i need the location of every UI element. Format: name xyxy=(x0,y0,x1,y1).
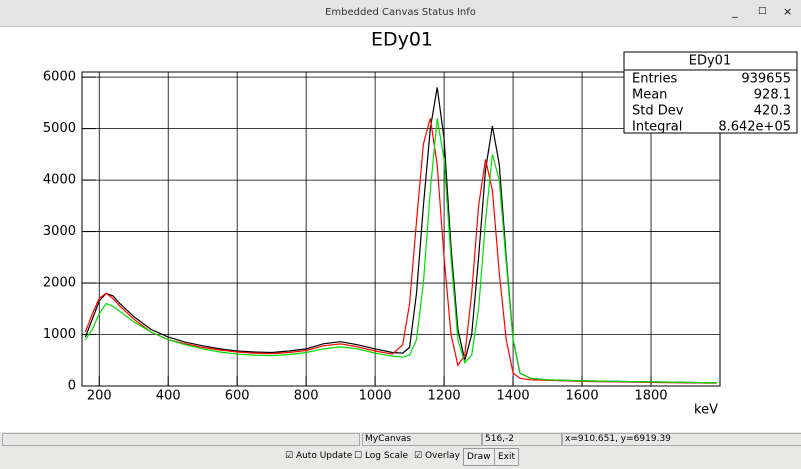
stats-key: Entries xyxy=(632,72,678,87)
title-bar: Embedded Canvas Status Info _ □ × xyxy=(0,0,801,27)
x-tick-label: 400 xyxy=(156,389,181,404)
y-tick-label: 2000 xyxy=(43,276,76,291)
button[interactable]: Exit xyxy=(494,448,520,466)
stats-value: 939655 xyxy=(741,72,791,87)
status-field: MyCanvas xyxy=(362,433,482,446)
x-tick-label: 1000 xyxy=(359,389,392,404)
x-tick-label: 200 xyxy=(87,389,112,404)
canvas: EDy01 0 1000 2000 3000 4000 5000 6000 200 400 600 8… xyxy=(0,27,801,432)
button[interactable]: Draw xyxy=(463,448,495,466)
x-tick-label: 1800 xyxy=(634,389,667,404)
controls: ☑ Auto Update ☐ Log Scale ☑ Overlay Draw… xyxy=(0,448,801,468)
checkbox[interactable]: ☑ Auto Update xyxy=(285,451,353,461)
stats-key: Integral xyxy=(632,120,682,135)
x-tick-label: 800 xyxy=(294,389,319,404)
status-field: 516,-2 xyxy=(482,433,562,446)
y-tick-label: 4000 xyxy=(43,173,76,188)
minimize[interactable]: _ xyxy=(732,5,738,18)
x-tick-label: 1600 xyxy=(566,389,599,404)
x-axis-label: keV xyxy=(694,403,718,418)
y-tick-label: 3000 xyxy=(43,224,76,239)
label: Log Scale xyxy=(364,451,409,461)
label: Auto Update xyxy=(295,451,353,461)
x-tick-label: 1400 xyxy=(497,389,530,404)
stats-key: Std Dev xyxy=(632,104,684,119)
checkbox[interactable]: ☐ Log Scale xyxy=(354,451,409,461)
close[interactable]: × xyxy=(783,5,793,18)
stats-box xyxy=(623,51,798,134)
stats-key: Mean xyxy=(632,88,667,103)
x-tick-label: 600 xyxy=(225,389,250,404)
status-field xyxy=(2,433,360,446)
checkbox[interactable]: ☑ Overlay xyxy=(414,451,460,461)
plot-frame xyxy=(81,71,721,387)
label: Overlay xyxy=(424,451,460,461)
stats-value: 420.3 xyxy=(754,104,791,119)
y-tick-label: 1000 xyxy=(43,327,76,342)
stats-title: EDy01 xyxy=(689,54,731,69)
stats-value: 8.642e+05 xyxy=(718,120,791,135)
chart-title: EDy01 xyxy=(371,29,433,51)
status-field: x=910.651, y=6919.39 xyxy=(562,433,801,446)
y-tick-label: 0 xyxy=(68,379,76,394)
series-line xyxy=(84,118,717,384)
window-title: Embedded Canvas Status Info xyxy=(325,7,476,18)
x-tick-label: 1200 xyxy=(428,389,461,404)
series-line xyxy=(84,87,717,384)
y-tick-label: 5000 xyxy=(43,121,76,136)
status-bar: MyCanvas 516,-2 x=910.651, y=6919.39 xyxy=(0,433,801,446)
maximize[interactable]: □ xyxy=(758,6,767,16)
stats-value: 928.1 xyxy=(754,88,791,103)
y-tick-label: 6000 xyxy=(43,70,76,85)
